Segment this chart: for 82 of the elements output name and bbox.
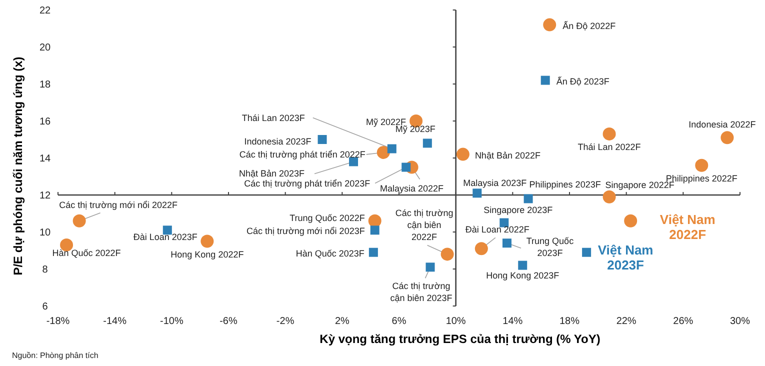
x-tick-label: -14% xyxy=(103,316,127,327)
point xyxy=(540,76,550,85)
y-tick-label: 8 xyxy=(42,264,48,276)
annotation: Trung Quốc 2023F xyxy=(526,236,574,258)
x-tick-label: -2% xyxy=(276,316,294,327)
point xyxy=(582,248,592,257)
annotation: Hàn Quốc 2022F xyxy=(52,248,122,258)
point xyxy=(72,214,86,228)
x-tick-label: -6% xyxy=(220,316,238,327)
y-tick-label: 12 xyxy=(39,190,51,202)
annotation: Malaysia 2023F xyxy=(463,178,528,188)
annotation: Các thị trường phát triển 2023F xyxy=(244,178,371,188)
annotation: Thái Lan 2022F xyxy=(578,142,642,152)
annotation: Nhật Bản 2023F xyxy=(238,168,306,179)
x-tick-label: 26% xyxy=(673,316,694,327)
y-tick-label: 22 xyxy=(39,6,51,16)
x-tick-label: -10% xyxy=(160,316,184,327)
point xyxy=(518,260,528,270)
point xyxy=(376,146,390,159)
annotation: Các thị trường cận biên 2023F xyxy=(390,281,453,304)
annotation: Philippines 2023F xyxy=(529,180,602,190)
y-tick-label: 14 xyxy=(39,154,51,164)
x-tick-label: 2% xyxy=(334,316,350,327)
point xyxy=(200,234,214,248)
x-axis-title: Kỳ vọng tăng trưởng EPS của thị trường (% YoY) xyxy=(320,332,600,346)
annotation: Philippines 2022F xyxy=(666,173,738,184)
annotation: Malaysia 2022F xyxy=(380,183,444,194)
annotation: Indonesia 2023F xyxy=(244,136,312,146)
point xyxy=(318,135,327,144)
y-axis-title: P/E dự phóng cuối năm tương ứng (x) xyxy=(11,56,25,276)
annotation: Các thị trường mới nổi 2023F xyxy=(246,226,366,236)
annotation: Nhật Bản 2022F xyxy=(474,150,541,160)
point xyxy=(695,158,708,172)
point xyxy=(368,214,382,228)
annotation: Indonesia 2022F xyxy=(688,120,756,130)
annotation: Việt Nam 2022F xyxy=(660,212,716,242)
point xyxy=(524,194,533,204)
y-tick-label: 20 xyxy=(39,42,51,54)
point xyxy=(624,214,638,228)
annotation: Các thị trường cận biên 2022F xyxy=(395,208,454,242)
text: Nguồn: Phòng phân tích xyxy=(12,351,98,360)
annotation: Hàn Quốc 2023F xyxy=(296,248,365,258)
point xyxy=(474,242,488,256)
point xyxy=(456,148,470,161)
point xyxy=(426,262,435,272)
y-tick-label: 16 xyxy=(39,116,51,128)
point xyxy=(543,18,556,32)
y-tick-label: 18 xyxy=(39,80,51,90)
point xyxy=(387,144,396,154)
point xyxy=(472,188,482,198)
point xyxy=(602,127,616,140)
x-tick-label: 30% xyxy=(730,316,750,327)
annotation: Ấn Độ 2022F xyxy=(562,20,616,31)
point xyxy=(370,226,380,235)
point xyxy=(720,131,734,144)
x-tick-label: 22% xyxy=(616,316,636,327)
point xyxy=(502,238,512,248)
annotation: Mỹ 2023F xyxy=(395,124,436,134)
annotation: Thái Lan 2023F xyxy=(242,112,306,123)
point xyxy=(422,138,432,148)
x-tick-label: 14% xyxy=(502,316,523,327)
annotation: Các thị trường mới nổi 2022F xyxy=(59,200,178,210)
point xyxy=(440,248,454,261)
point xyxy=(402,162,411,172)
y-tick-label: 10 xyxy=(39,228,51,238)
annotation: Mỹ 2022F xyxy=(366,117,407,127)
x-tick-label: -18% xyxy=(46,316,70,327)
y-tick-label: 6 xyxy=(42,302,48,312)
annotation: Việt Nam 2023F xyxy=(598,242,654,272)
annotation: Các thị trường phát triển 2022F xyxy=(239,149,366,160)
x-tick-label: 18% xyxy=(559,316,580,327)
annotation: Hong Kong 2023F xyxy=(486,270,560,280)
point xyxy=(602,190,616,204)
x-tick-label: 6% xyxy=(392,316,406,327)
annotation: Trung Quốc 2022F xyxy=(290,212,366,223)
x-tick-label: 10% xyxy=(446,316,466,327)
annotation: Đài Loan 2023F xyxy=(133,232,198,242)
point xyxy=(368,248,378,257)
annotation: Singapore 2023F xyxy=(484,204,554,215)
annotation: Đài Loan 2022F xyxy=(465,224,530,235)
annotation: Hong Kong 2022F xyxy=(170,249,244,260)
annotation: Ấn Độ 2023F xyxy=(556,75,610,86)
